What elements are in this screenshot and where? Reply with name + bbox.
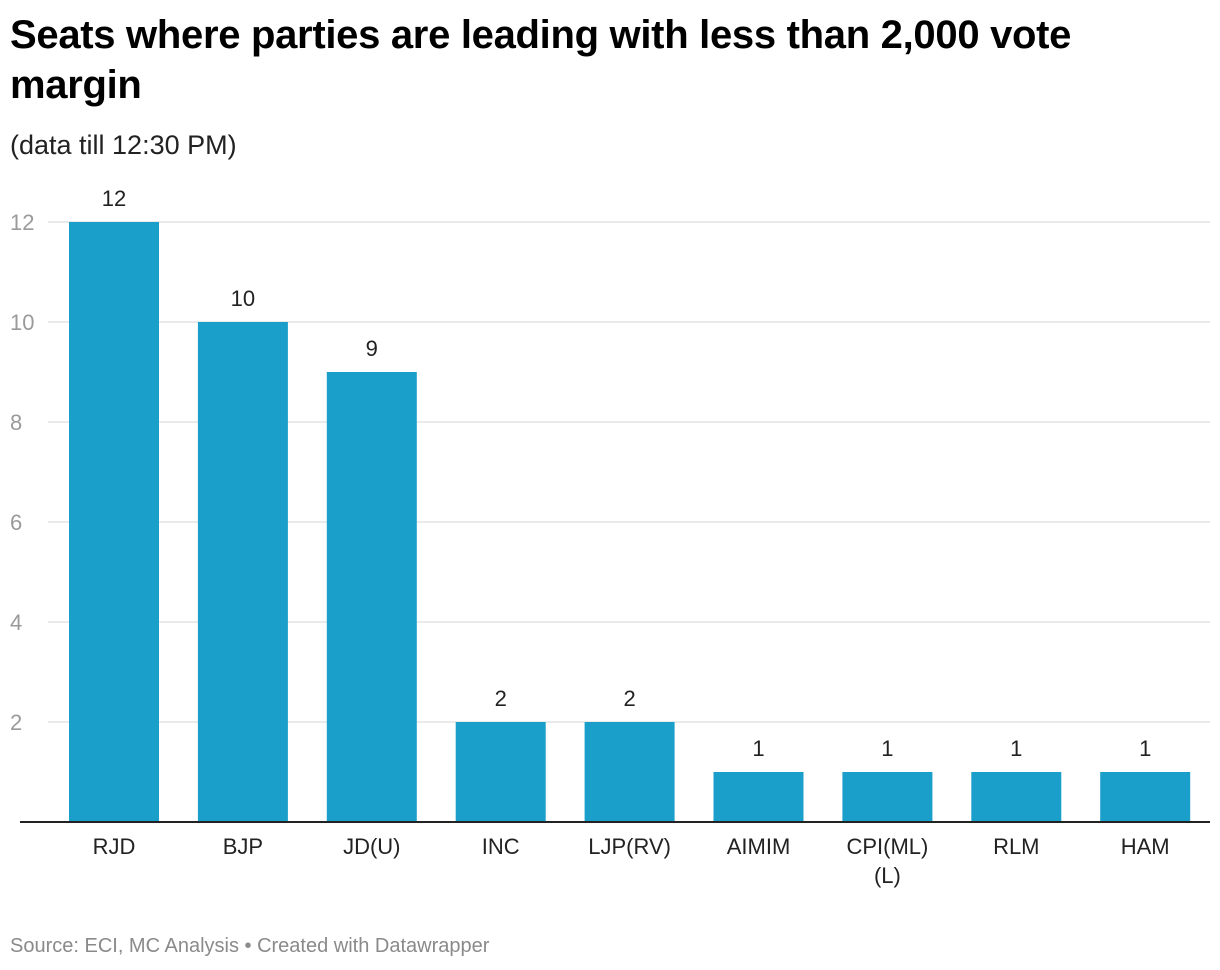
- y-tick-label: 12: [10, 210, 34, 235]
- x-tick-label: BJP: [223, 834, 263, 859]
- y-tick-label: 6: [10, 510, 22, 535]
- x-tick-label: RJD: [93, 834, 136, 859]
- x-tick-label: AIMIM: [727, 834, 791, 859]
- bar-ljp-rv: [584, 722, 675, 822]
- value-label: 2: [495, 686, 507, 711]
- x-tick-label: RLM: [993, 834, 1039, 859]
- y-tick-label: 4: [10, 610, 22, 635]
- x-tick-label: CPI(ML) (L): [846, 834, 928, 888]
- bar-jd-u: [326, 372, 417, 822]
- bar-bjp: [197, 322, 288, 822]
- value-label: 10: [231, 286, 255, 311]
- value-label: 1: [881, 736, 893, 761]
- value-label: 9: [366, 336, 378, 361]
- x-tick-label: JD(U): [343, 834, 400, 859]
- chart-subtitle: (data till 12:30 PM): [10, 130, 237, 160]
- bar-aimim: [713, 772, 804, 822]
- value-label: 1: [752, 736, 764, 761]
- bar-rlm: [971, 772, 1062, 822]
- x-tick-label: HAM: [1121, 834, 1170, 859]
- y-tick-label: 8: [10, 410, 22, 435]
- bar-rjd: [69, 222, 159, 822]
- x-tick-label: INC: [482, 834, 520, 859]
- y-axis-ticks: 2 4 6 8 10 12: [10, 210, 34, 735]
- bar-inc: [455, 722, 546, 822]
- value-label: 1: [1010, 736, 1022, 761]
- value-label: 12: [102, 186, 126, 211]
- bar-ham: [1100, 772, 1191, 822]
- x-tick-label: LJP(RV): [588, 834, 671, 859]
- source-note: Source: ECI, MC Analysis • Created with …: [10, 935, 490, 957]
- value-label: 1: [1139, 736, 1151, 761]
- chart-title: Seats where parties are leading with les…: [10, 13, 1072, 107]
- value-label: 2: [623, 686, 635, 711]
- bar-cpi-ml-l: [842, 772, 933, 822]
- bars: [69, 222, 1191, 822]
- y-tick-label: 10: [10, 310, 34, 335]
- y-tick-label: 2: [10, 710, 22, 735]
- value-labels: 12 10 9 2 2 1 1 1 1: [102, 186, 1152, 761]
- x-axis-labels: RJD BJP JD(U) INC LJP(RV) AIMIM CPI(ML) (L) RLM H…: [93, 834, 1170, 888]
